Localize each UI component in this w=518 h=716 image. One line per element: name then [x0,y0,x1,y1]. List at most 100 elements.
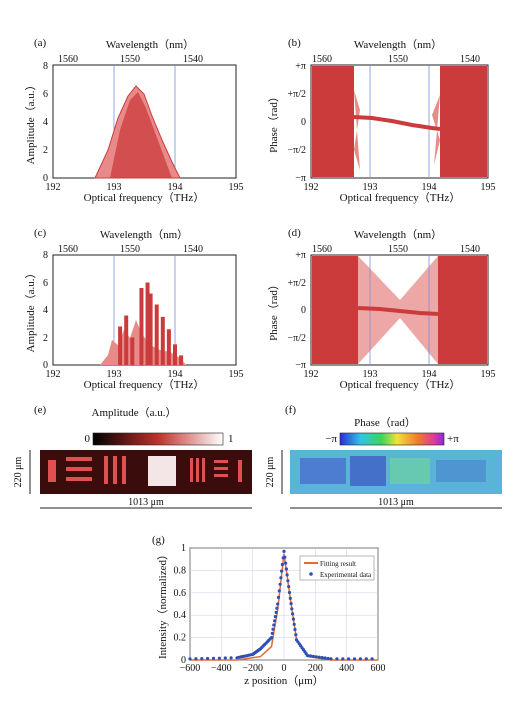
image-f: (f) Phase（rad） −π +π 220 μm 1013 μm [265,404,502,509]
experimental-point [280,569,284,573]
experimental-point [288,596,292,601]
spectral-peak [145,282,150,365]
y-tick: +π/2 [288,278,306,289]
target-bar [202,458,205,482]
colorbar-max: 1 [228,433,234,445]
experimental-point [282,549,286,554]
x-tick: 195 [481,182,496,193]
y-tick: −π [295,173,306,184]
spectral-peak [173,344,177,365]
x-tick: 194 [422,369,437,380]
height-label: 220 μm [265,456,276,487]
target-bar [196,458,199,482]
x-axis-label: Optical frequency（THz） [84,191,205,204]
x-axis-label: Optical frequency（THz） [340,191,461,204]
target-square [148,456,176,486]
x-tick: 195 [481,369,496,380]
experimental-point [329,657,333,661]
x-tick: 193 [107,182,122,193]
spectral-peak [130,337,135,365]
experimental-point [314,655,318,659]
legend-label: Fitting result [320,560,356,568]
target-digit [238,460,242,482]
top-axis-label: Wavelength（nm） [354,228,442,241]
panel-label: (g) [152,534,165,546]
image-e: (e) Amplitude（a.u.） 0 1 220 μm 1013 μm [13,404,252,509]
target-bar [66,477,92,481]
experimental-point [291,612,295,616]
target-bar [214,474,228,477]
experimental-point [286,579,290,583]
y-tick: 8 [43,250,48,261]
experimental-point [188,657,192,661]
experimental-point [271,627,275,631]
spectral-peak [118,326,123,365]
y-tick: 2 [43,145,48,156]
experimental-point [370,657,374,661]
experimental-point [269,636,274,640]
phase-region [300,458,346,484]
x-tick: 400 [339,663,354,674]
experimental-point [229,656,233,660]
top-tick: 1560 [58,54,78,65]
x-tick: 193 [107,369,122,380]
y-tick: −π/2 [288,145,306,156]
experimental-point [341,657,345,661]
experimental-point [276,595,281,600]
y-tick: −π [295,360,306,371]
target-bar [190,458,193,482]
experimental-point [317,655,321,659]
experimental-point [292,622,296,626]
x-axis-label: z position（μm） [244,674,324,687]
noise-fringe [432,95,440,165]
bars-c [118,282,184,365]
experimental-point [287,590,292,595]
panel-a: (a) Wavelength（nm） 1560 1550 1540 8 6 4 … [24,37,244,204]
y-axis-label: Phase（rad） [267,91,280,153]
experimental-point [211,656,216,660]
experimental-point [206,656,210,661]
top-axis-label: Wavelength（nm） [106,38,194,51]
y-tick: 2 [43,333,48,344]
y-tick: 0 [43,173,48,184]
panel-g: (g) Fitting result Experimental data −60… [152,534,386,687]
experimental-point [364,657,368,661]
y-axis-label: Intensity（normalized） [156,549,169,659]
target-bar [214,460,228,463]
panel-label: (d) [288,227,301,239]
y-tick: 0.2 [174,633,187,644]
experimental-point [270,631,274,636]
width-label: 1013 μm [128,497,164,508]
noise-region-right [438,256,487,364]
top-tick: 1540 [460,54,480,65]
panel-c: (c) Wavelength（nm） 1560 1550 1540 8 6 4 … [24,227,244,391]
panel-label: (c) [34,227,47,239]
experimental-points [188,549,374,661]
y-tick: 0 [301,305,306,316]
target-bar [66,467,92,471]
experimental-point [284,561,288,565]
width-label: 1013 μm [378,497,414,508]
x-tick: 600 [371,663,386,674]
x-tick: 193 [363,369,378,380]
spectral-peak [148,293,153,365]
colorbar-min: 0 [85,433,91,445]
x-tick: 195 [229,369,244,380]
y-tick: 0.6 [174,588,187,599]
experimental-point [273,619,277,623]
experimental-point [272,623,276,627]
target-digit [48,460,56,482]
legend [299,555,375,581]
experimental-point [311,654,315,659]
top-tick: 1560 [312,244,332,255]
x-axis-label: Optical frequency（THz） [340,378,461,391]
experimental-point [284,567,288,571]
top-tick: 1540 [183,244,203,255]
experimental-point [223,656,227,660]
noise-region-left [312,66,354,177]
spectral-peak [179,355,184,365]
x-tick: 192 [46,182,61,193]
phase-colorbar [339,432,445,446]
experimental-point [274,610,278,615]
